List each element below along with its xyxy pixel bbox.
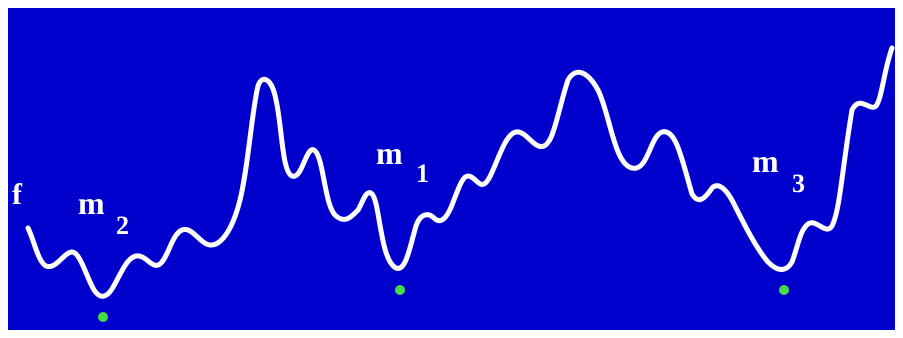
minimum-marker-m3 bbox=[779, 285, 789, 295]
minimum-label-m3-index: 3 bbox=[792, 169, 805, 198]
minimum-label-m1-index: 1 bbox=[416, 159, 429, 188]
minimum-label-m3-letter: m bbox=[752, 143, 779, 179]
minimum-marker-m1 bbox=[395, 285, 405, 295]
function-label: f bbox=[12, 178, 23, 211]
minimum-label-m2-index: 2 bbox=[116, 211, 129, 240]
minimum-label-m1-letter: m bbox=[376, 135, 403, 171]
background-panel bbox=[8, 8, 895, 330]
minimum-label-m2-letter: m bbox=[78, 185, 105, 221]
function-curve bbox=[25, 45, 895, 299]
minimum-marker-m2 bbox=[98, 312, 108, 322]
